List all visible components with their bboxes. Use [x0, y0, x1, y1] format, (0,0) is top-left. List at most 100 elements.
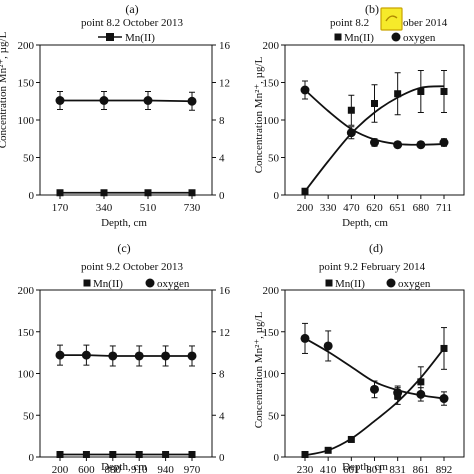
panel-c-series-oxygen-line [60, 354, 192, 357]
panel-c-series-oxygen-point [161, 351, 171, 361]
panel-d-plot-area: 0 50 100 150 200 230 410 601 801 831 861 892 [263, 278, 465, 474]
panel-d-series-mn-ii--point [394, 392, 402, 400]
panel-b: (b) point 8.2 ober 2014 Mn(II) oxygen 0 5… [253, 2, 465, 229]
panel-b-xtick-label: 620 [366, 202, 383, 214]
panel-c-series-oxygen-point [187, 351, 197, 361]
panel-b-series-oxygen-point [346, 128, 356, 138]
panel-a-ytick-label: 0 [29, 190, 35, 202]
panel-c-y2tick-label: 12 [219, 327, 230, 339]
panel-d-ylabel: Concentration Mn²⁺, µg/L [253, 311, 265, 428]
panel-d-series-oxygen-point [439, 394, 449, 404]
panel-a-series-square-point [188, 189, 196, 197]
panel-b-highlight-icon [385, 15, 398, 22]
panel-b-plot-area: 0 50 100 150 200 200 330 470 620 651 680 711 [263, 32, 465, 214]
panel-c-xlabel: Depth, cm [101, 461, 147, 473]
panel-b-ytick-label: 50 [268, 153, 280, 165]
panel-c-legend-label-mnii: Mn(II) [93, 278, 123, 290]
panel-b-xtick-label: 711 [436, 202, 452, 214]
panel-a-y2tick-label: 0 [219, 190, 225, 202]
panel-c-letter: (c) [117, 241, 130, 255]
panel-d-xtick-label: 831 [389, 464, 406, 474]
panel-c-y2tick-label: 16 [219, 285, 231, 297]
panel-d-series-oxygen-point [300, 333, 310, 343]
panel-c-xtick-label: 880 [105, 464, 122, 474]
panel-b-xtick-label: 330 [320, 202, 337, 214]
panel-b-legend-label-oxygen: oxygen [403, 32, 436, 44]
panel-c-legend-label-oxygen: oxygen [157, 278, 190, 290]
panel-a-y2tick-label: 8 [219, 115, 225, 127]
panel-d-xtick-label: 861 [413, 464, 430, 474]
panel-d-ytick-label: 100 [263, 369, 280, 381]
panel-c-ytick-label: 150 [18, 327, 35, 339]
panel-b-title-tail: ober 2014 [403, 17, 448, 29]
panel-d-xtick-label: 892 [436, 464, 453, 474]
panel-b-xlabel: Depth, cm [342, 217, 388, 229]
panel-a-series-square-point [56, 189, 64, 197]
panel-a-series-mn-ii--line [60, 99, 193, 103]
panel-a-xlabel: Depth, cm [101, 217, 147, 229]
panel-a-xtick-label: 510 [140, 202, 157, 214]
panel-a-y2tick-label: 12 [219, 78, 230, 90]
panel-c-y2tick-label: 8 [219, 369, 225, 381]
panel-c-ytick-label: 0 [29, 452, 35, 464]
panel-c-series-mn-ii--point [135, 450, 143, 458]
panel-c-ytick-label: 50 [23, 410, 35, 422]
panel-b-series-oxygen-point [416, 140, 426, 150]
panel-a-y2tick-label: 16 [219, 40, 231, 52]
panel-c-legend-symbol [83, 279, 91, 287]
panel-c-series-mn-ii--point [162, 450, 170, 458]
panel-a-letter: (a) [125, 2, 138, 16]
panel-b-highlight-marker [380, 7, 403, 31]
panel-d-series-mn-ii--line [304, 347, 445, 457]
panel-b-xtick-label: 470 [343, 202, 360, 214]
panel-d-ytick-label: 50 [268, 410, 280, 422]
panel-d-xtick-label: 601 [343, 464, 360, 474]
panel-b-series-oxygen-point [393, 140, 403, 150]
panel-b-series-mn-ii--point [440, 88, 448, 95]
panel-b-legend-symbol [391, 32, 401, 42]
panel-c-xtick-label: 910 [131, 464, 148, 474]
panel-b-ytick-label: 0 [274, 190, 280, 202]
panel-d-series-oxygen-point [323, 341, 333, 351]
panel-b-xtick-label: 651 [389, 202, 406, 214]
panel-c-title: point 9.2 October 2013 [81, 261, 184, 273]
panel-b-xtick-label: 680 [413, 202, 430, 214]
panel-c-y2tick-label: 0 [219, 452, 225, 464]
panel-c-series-oxygen-point [55, 350, 65, 360]
panel-d-legend-symbol [386, 278, 396, 288]
panel-a-series-mn-ii--point [55, 96, 65, 105]
panel-a-plot-area: 0 50 100 150 200 0 4 8 12 16 170 340 510 730 [18, 33, 231, 214]
panel-d-title: point 9.2 February 2014 [319, 261, 426, 273]
panel-b-ytick-label: 150 [263, 78, 280, 90]
panel-b-series-mn-ii--point [371, 100, 378, 107]
panel-a-ytick-label: 100 [18, 115, 35, 127]
panel-d-xtick-label: 410 [320, 464, 337, 474]
panel-d-series-mn-ii--point [440, 344, 448, 352]
panel-d-ytick-label: 150 [263, 327, 280, 339]
panel-c-plot-area: 0 50 100 150 200 0 4 8 12 16 200 600 880 910 940 970 [18, 278, 231, 474]
panel-c-series-mn-ii--point [82, 450, 90, 458]
panel-c-series-oxygen-point [108, 351, 118, 361]
panel-c-legend-symbol [145, 278, 155, 288]
panel-a-series-square-point [100, 189, 108, 197]
panel-a-ytick-label: 50 [23, 153, 35, 165]
panel-c-xtick-label: 940 [157, 464, 174, 474]
panel-a-series-square-point [144, 189, 152, 197]
panel-c: (c) point 9.2 October 2013 Mn(II) oxygen… [18, 241, 231, 474]
panel-b-legend-symbol [334, 33, 342, 41]
panel-a: (a) point 8.2 October 2013 Mn(II) 0 50 100… [0, 2, 231, 229]
panel-c-y2tick-label: 4 [219, 410, 225, 422]
panel-b-series-mn-ii--point [301, 187, 309, 195]
panel-c-series-mn-ii--point [56, 450, 64, 458]
panel-c-series-mn-ii--point [188, 450, 196, 458]
panel-d-series-mn-ii--point [301, 450, 309, 458]
panel-d-ytick-label: 0 [274, 452, 280, 464]
panel-d-legend-label-mnii: Mn(II) [335, 278, 365, 290]
panel-d-series-oxygen-point [370, 384, 379, 394]
panel-d-legend-label-oxygen: oxygen [398, 278, 431, 290]
panel-c-xtick-label: 600 [78, 464, 95, 474]
panel-a-axes-frame [39, 44, 213, 196]
panel-b-series-mn-ii--point [347, 106, 355, 114]
panel-b-xtick-label: 200 [297, 202, 314, 214]
panel-b-series-mn-ii--point [417, 88, 425, 95]
